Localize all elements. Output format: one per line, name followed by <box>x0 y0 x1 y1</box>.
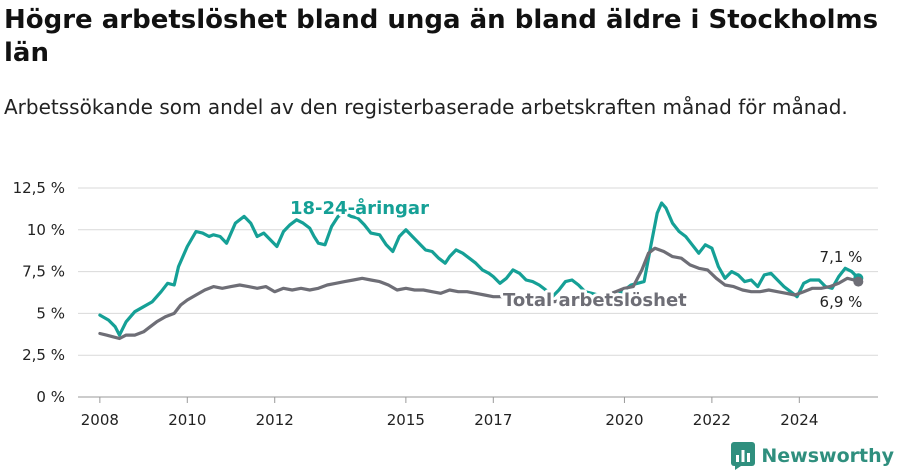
series-label-total: Total arbetslöshet <box>503 290 687 311</box>
brand-logo: Newsworthy <box>731 442 894 470</box>
end-label-youth: 7,1 % <box>820 248 863 266</box>
x-tick-label: 2020 <box>605 411 643 429</box>
x-tick-label: 2012 <box>256 411 294 429</box>
y-tick-label: 5 % <box>36 304 65 322</box>
series-line-1 <box>98 246 860 341</box>
series-label-youth: 18-24-åringar <box>290 197 429 219</box>
y-tick-label: 10 % <box>27 221 65 239</box>
y-tick-label: 12,5 % <box>13 179 65 197</box>
x-axis-ticks: 2008 2010 2012 2015 2017 2020 2022 2024 <box>81 397 818 429</box>
brand-name: Newsworthy <box>761 445 894 467</box>
x-tick-label: 2024 <box>780 411 818 429</box>
series-lines <box>98 201 864 341</box>
end-label-total: 6,9 % <box>820 293 863 311</box>
y-tick-label: 0 % <box>36 388 65 406</box>
x-tick-label: 2022 <box>693 411 731 429</box>
gridlines <box>78 187 878 398</box>
chart-subtitle: Arbetssökande som andel av den registerb… <box>4 95 848 119</box>
y-axis-ticks: 0 % 2,5 % 5 % 7,5 % 10 % 12,5 % <box>13 179 65 406</box>
x-tick-label: 2015 <box>387 411 425 429</box>
x-tick-label: 2017 <box>474 411 512 429</box>
series-label-youth-halo: 18-24-åringar <box>290 197 429 219</box>
x-tick-label: 2008 <box>81 411 119 429</box>
chart-title: Högre arbetslöshet bland unga än bland ä… <box>4 5 879 68</box>
series-end-point-1 <box>853 276 864 287</box>
series-line-0 <box>98 201 860 337</box>
x-tick-label: 2010 <box>168 411 206 429</box>
y-tick-label: 2,5 % <box>22 346 65 364</box>
series-label-total-halo: Total arbetslöshet <box>503 290 687 311</box>
y-tick-label: 7,5 % <box>22 263 65 281</box>
bar-chart-icon <box>731 442 756 470</box>
